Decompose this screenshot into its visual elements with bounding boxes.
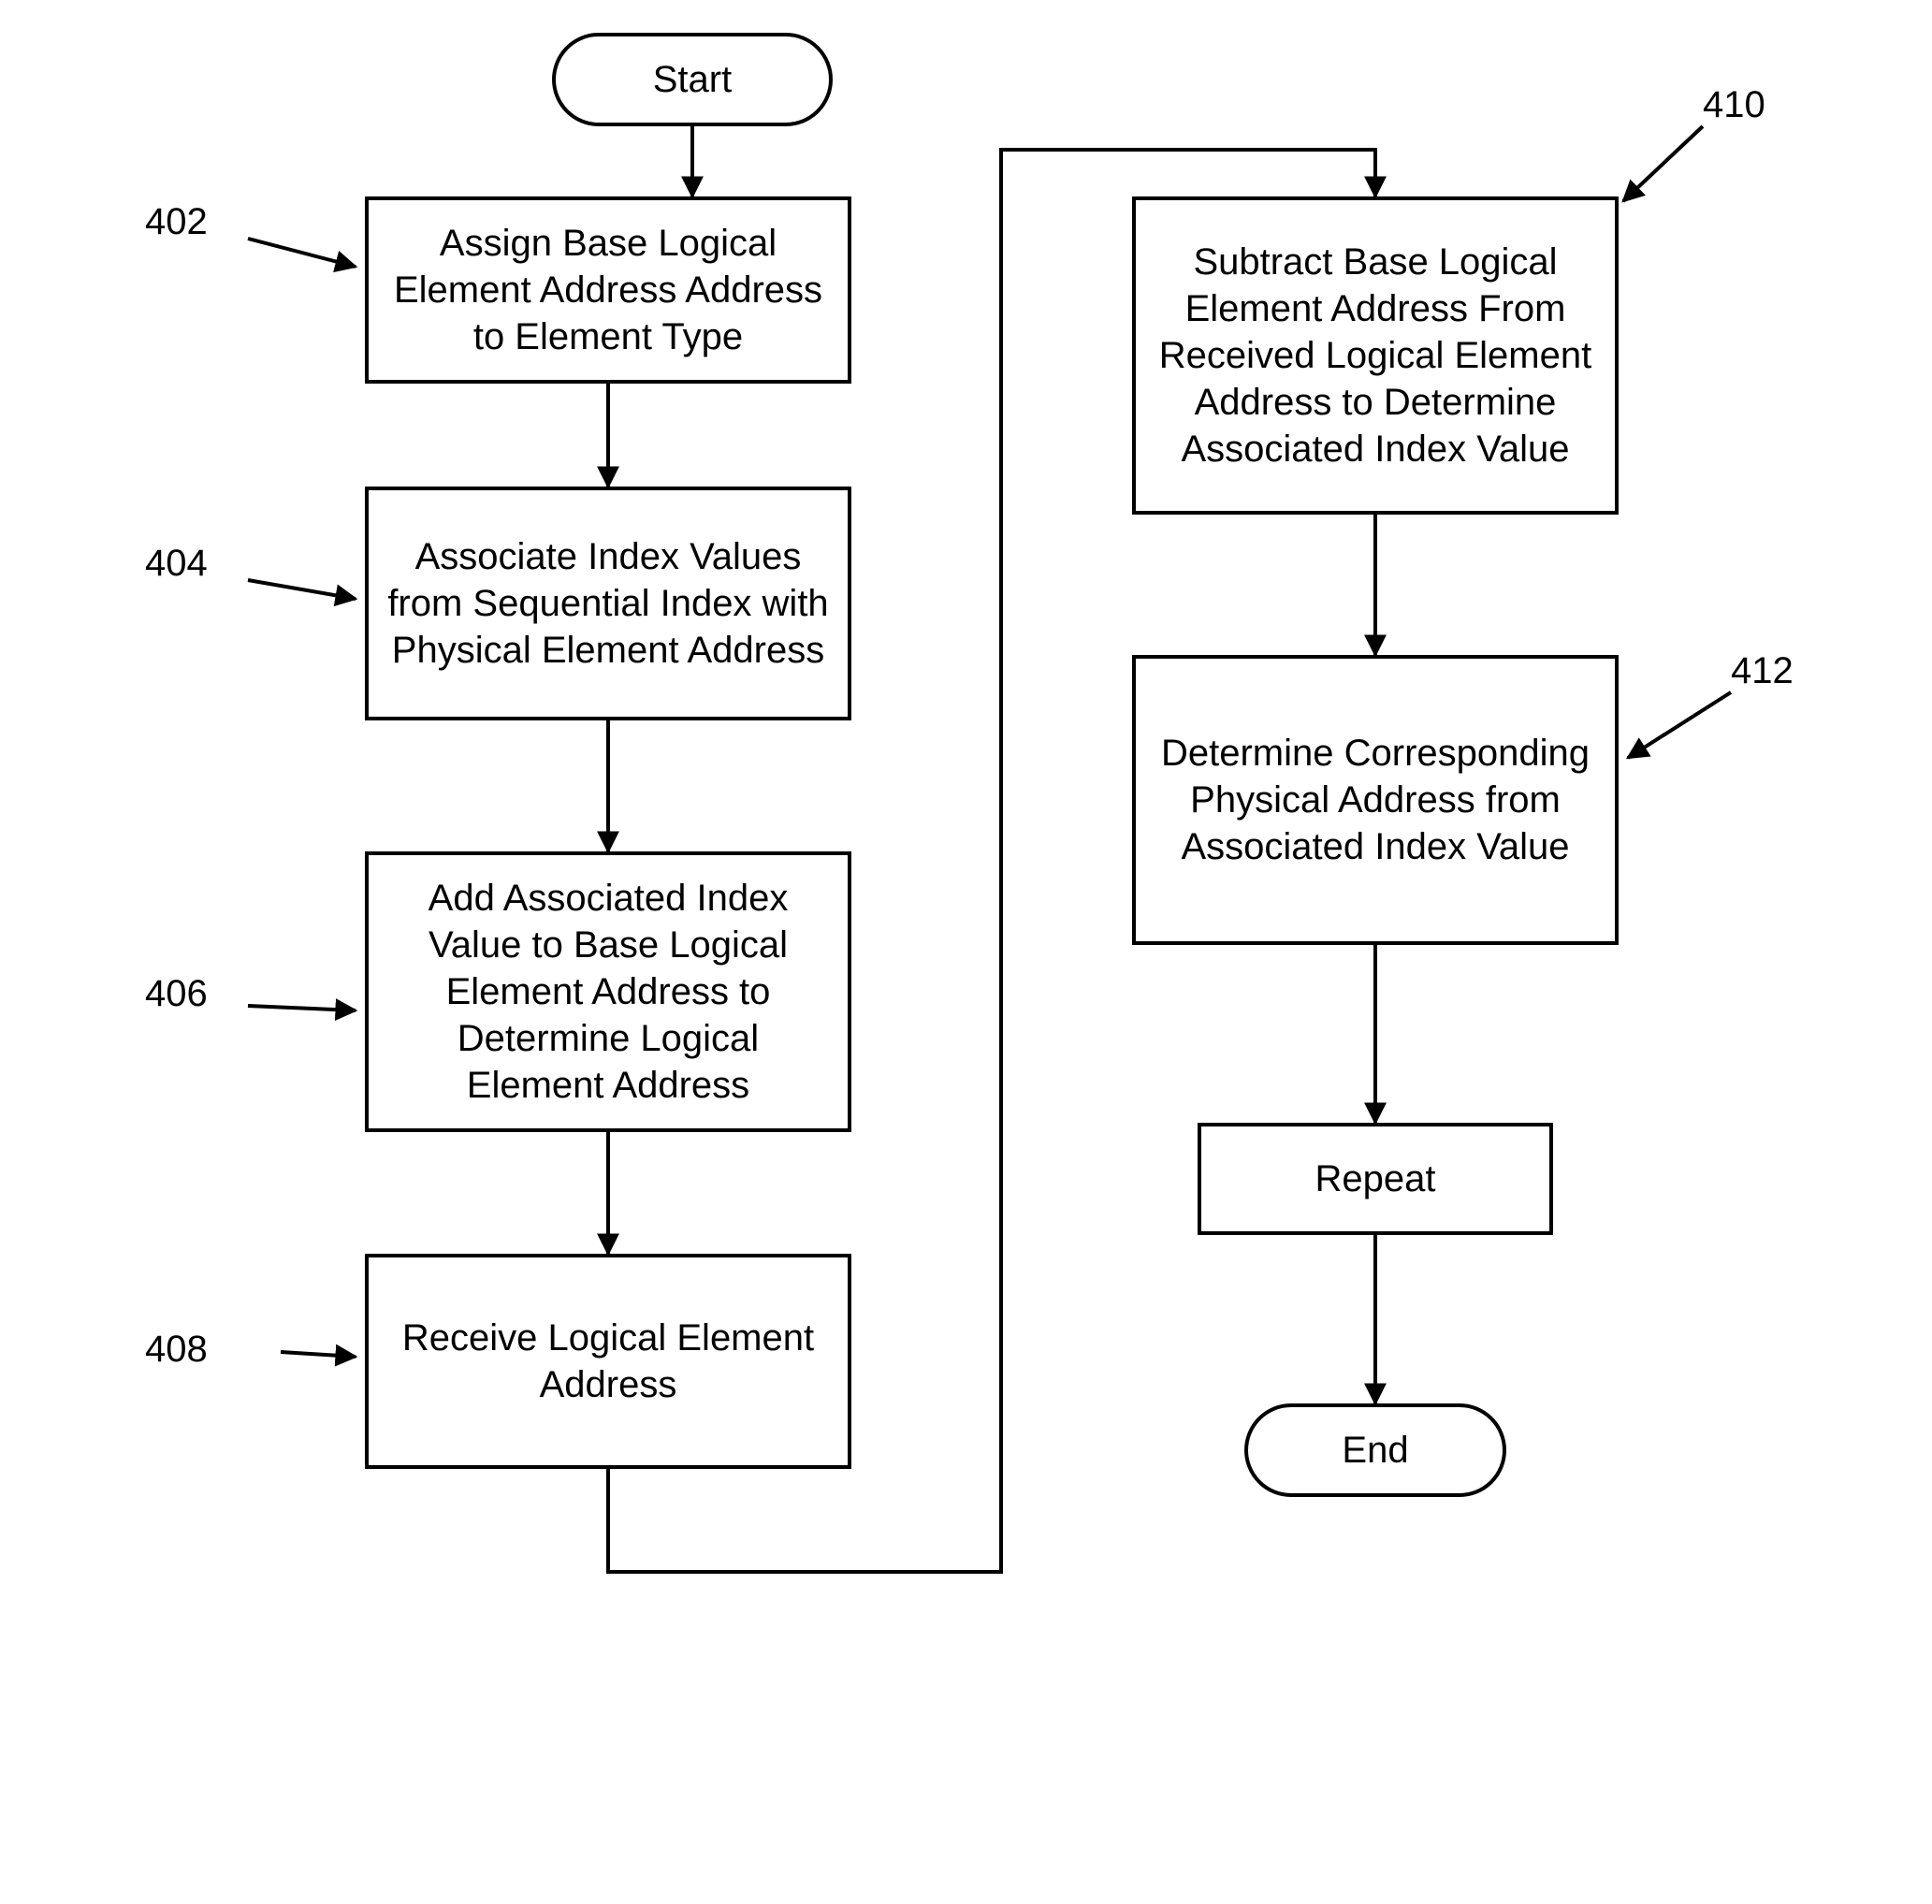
ref-410-text: 410	[1703, 84, 1765, 125]
process-410: Subtract Base Logical Element Address Fr…	[1132, 196, 1619, 515]
process-412: Determine Corresponding Physical Address…	[1132, 655, 1619, 945]
ref-406: 406	[145, 973, 208, 1015]
ref-412-text: 412	[1731, 650, 1794, 691]
start-terminator: Start	[552, 33, 833, 126]
process-404: Associate Index Values from Sequential I…	[365, 487, 851, 720]
process-406: Add Associated Index Value to Base Logic…	[365, 851, 851, 1132]
ref-arrow-r402	[248, 239, 356, 267]
ref-arrow-r408	[281, 1352, 356, 1357]
process-402-text: Assign Base Logical Element Address Addr…	[384, 220, 833, 360]
process-406-text: Add Associated Index Value to Base Logic…	[384, 875, 833, 1109]
process-412-text: Determine Corresponding Physical Address…	[1151, 730, 1600, 870]
ref-410: 410	[1703, 84, 1765, 126]
process-repeat-text: Repeat	[1315, 1155, 1436, 1202]
connectors-layer	[0, 0, 1932, 1904]
process-408: Receive Logical Element Address	[365, 1254, 851, 1469]
process-410-text: Subtract Base Logical Element Address Fr…	[1151, 239, 1600, 472]
ref-arrow-r410	[1623, 126, 1703, 201]
ref-arrow-r406	[248, 1006, 356, 1010]
start-label: Start	[653, 56, 732, 103]
ref-402-text: 402	[145, 201, 208, 242]
ref-402: 402	[145, 201, 208, 243]
process-402: Assign Base Logical Element Address Addr…	[365, 196, 851, 384]
end-label: End	[1342, 1427, 1408, 1474]
flowchart-canvas: Start End Assign Base Logical Element Ad…	[0, 0, 1932, 1904]
process-404-text: Associate Index Values from Sequential I…	[384, 533, 833, 674]
ref-408: 408	[145, 1329, 208, 1371]
ref-412: 412	[1731, 650, 1794, 692]
ref-arrow-r412	[1628, 692, 1731, 758]
end-terminator: End	[1244, 1403, 1506, 1497]
ref-406-text: 406	[145, 973, 208, 1014]
process-repeat: Repeat	[1198, 1123, 1553, 1235]
process-408-text: Receive Logical Element Address	[384, 1315, 833, 1408]
ref-408-text: 408	[145, 1329, 208, 1370]
ref-arrow-r404	[248, 580, 356, 599]
ref-404-text: 404	[145, 543, 208, 584]
ref-404: 404	[145, 543, 208, 585]
